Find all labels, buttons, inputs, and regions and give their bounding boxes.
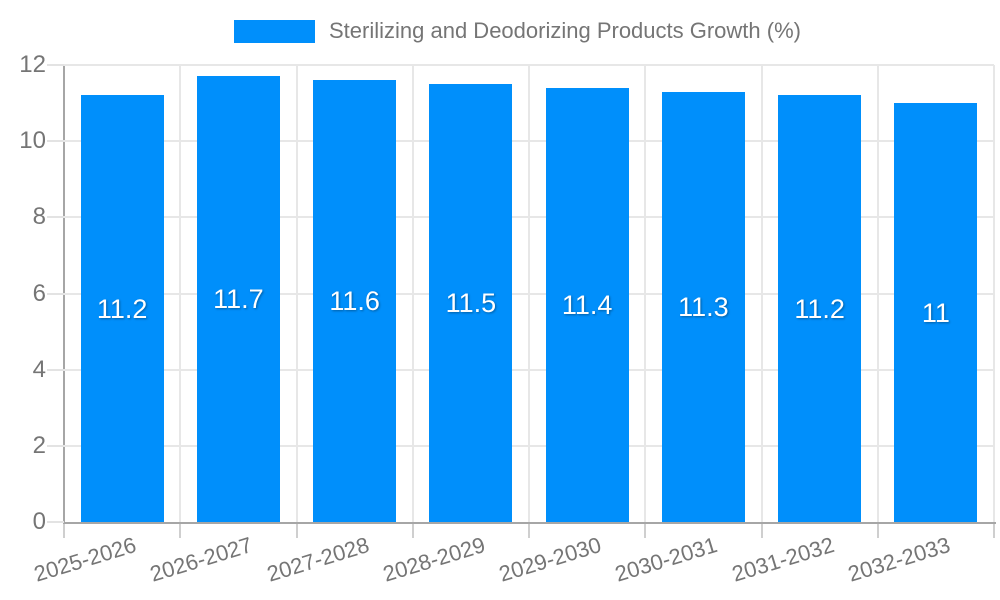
bar[interactable] [661,91,745,522]
bar-value-label: 11.7 [213,284,264,315]
gridline-vertical [644,65,647,522]
gridline-vertical [295,65,298,522]
bar[interactable] [313,80,397,522]
bar-value-label: 11.6 [329,286,380,317]
gridline-vertical [528,65,530,522]
x-axis-tick [644,524,647,538]
x-axis-tick [63,524,65,538]
y-axis-tick [47,521,64,523]
x-axis-tick [993,524,995,538]
legend-label: Sterilizing and Deodorizing Products Gro… [329,18,801,43]
y-axis-tick [47,444,64,447]
plot-area: 0 2 4 6 8 10 12 11.2 11.7 11.6 11.5 11.4 11.3 11.2 11 2… [19,51,995,587]
x-axis-tick [411,524,414,538]
legend-swatch [234,19,315,43]
legend[interactable]: Sterilizing and Deodorizing Products Gro… [0,16,1000,46]
bar-value-label: 11 [921,297,950,328]
y-axis-tick [47,64,64,66]
x-axis-tick [295,524,298,538]
y-axis-tick-label: 10 [19,127,46,155]
y-axis-tick-label: 8 [32,203,46,231]
x-axis-line [63,522,996,524]
bar-value-label: 11.3 [678,291,729,322]
y-axis-tick-label: 6 [32,279,46,307]
y-axis-tick-label: 12 [19,51,46,78]
bar[interactable] [894,103,978,522]
y-axis-tick [47,292,64,295]
bar-value-label: 11.2 [96,293,148,324]
bar-value-label: 11.2 [794,293,845,324]
x-axis-tick [528,524,530,538]
bar[interactable] [429,84,513,522]
y-axis-tick [47,140,64,143]
y-axis-tick [47,216,64,219]
bar[interactable] [196,76,280,522]
y-axis-tick-label: 0 [32,508,46,535]
gridline-vertical [876,65,879,522]
bar[interactable] [545,87,629,522]
bar[interactable] [778,95,862,522]
x-axis-tick [876,524,879,538]
y-axis-tick [47,368,64,371]
y-axis-tick-label: 4 [32,355,46,383]
y-axis-line [63,65,65,524]
y-axis-tick-label: 2 [32,431,46,459]
gridline-vertical [411,65,414,522]
x-axis-tick [179,524,182,538]
gridline-vertical [760,65,763,522]
gridline-vertical [993,65,995,522]
x-axis-tick [760,524,763,538]
bar-value-label: 11.5 [445,288,497,319]
gridline-vertical [179,65,182,522]
bar[interactable] [80,95,164,522]
bar-value-label: 11.4 [561,289,613,320]
